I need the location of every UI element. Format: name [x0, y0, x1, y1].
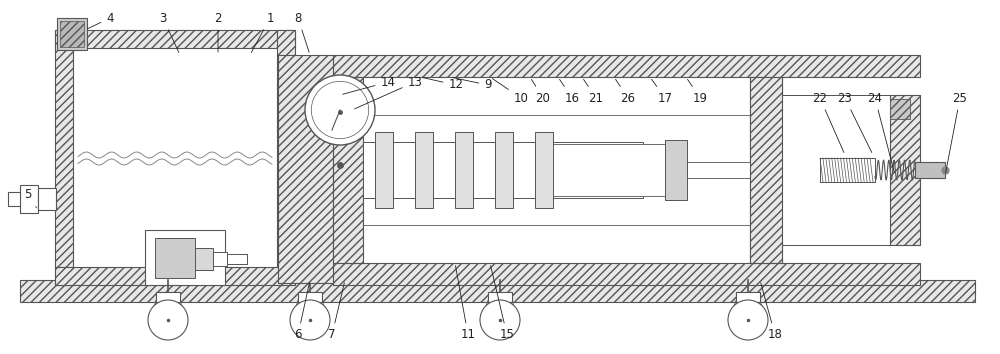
Text: 23: 23 — [838, 91, 872, 153]
Text: 25: 25 — [946, 91, 967, 173]
Bar — [665, 140, 687, 200]
Bar — [156, 292, 180, 302]
Bar — [535, 132, 553, 208]
Text: 7: 7 — [328, 283, 344, 342]
Circle shape — [728, 300, 768, 340]
Bar — [298, 292, 322, 302]
Bar — [155, 238, 195, 278]
Bar — [145, 230, 225, 285]
Text: 6: 6 — [294, 283, 309, 342]
Bar — [375, 132, 393, 208]
Bar — [73, 48, 277, 267]
Circle shape — [480, 300, 520, 340]
Bar — [890, 95, 920, 245]
Bar — [488, 292, 512, 302]
Text: 9: 9 — [453, 78, 492, 91]
Bar — [55, 267, 295, 285]
Circle shape — [290, 300, 330, 340]
Text: 20: 20 — [531, 79, 550, 104]
Bar — [820, 158, 875, 182]
Bar — [60, 21, 84, 47]
Bar — [495, 132, 513, 208]
Text: 5: 5 — [24, 188, 36, 208]
Bar — [333, 263, 920, 285]
Text: 10: 10 — [492, 79, 528, 104]
Text: 11: 11 — [455, 266, 476, 342]
Text: 21: 21 — [584, 79, 604, 104]
Bar — [415, 132, 433, 208]
Text: 14: 14 — [343, 75, 396, 94]
Bar — [750, 77, 782, 263]
Bar — [890, 99, 910, 119]
Bar — [38, 188, 56, 210]
Text: 19: 19 — [688, 79, 708, 104]
Bar — [195, 248, 213, 270]
Bar — [333, 77, 920, 263]
Text: 16: 16 — [560, 79, 580, 104]
Bar — [333, 77, 363, 263]
Bar — [915, 162, 945, 178]
Text: 24: 24 — [868, 91, 894, 172]
Text: 15: 15 — [491, 266, 514, 342]
Bar — [736, 292, 760, 302]
Text: 1: 1 — [251, 11, 274, 52]
Text: 17: 17 — [652, 79, 672, 104]
Bar — [535, 144, 665, 196]
Text: 13: 13 — [355, 75, 422, 109]
Bar — [55, 30, 73, 285]
Text: 26: 26 — [616, 79, 636, 104]
Text: 12: 12 — [423, 78, 464, 91]
Bar — [55, 30, 295, 48]
Text: 3: 3 — [159, 11, 179, 52]
Circle shape — [311, 81, 369, 139]
Text: 18: 18 — [761, 283, 782, 342]
Bar — [277, 30, 295, 285]
Text: 22: 22 — [812, 91, 844, 153]
Bar — [333, 55, 920, 77]
Bar — [213, 252, 227, 266]
Bar — [782, 95, 920, 245]
Bar — [687, 162, 752, 178]
Text: 4: 4 — [88, 11, 114, 29]
Bar — [227, 254, 247, 264]
Text: 8: 8 — [294, 11, 309, 52]
Bar — [363, 142, 643, 198]
Bar — [890, 99, 910, 119]
Bar — [8, 192, 20, 206]
Bar — [278, 55, 333, 283]
Bar — [20, 185, 38, 213]
Bar — [57, 18, 87, 50]
Bar — [455, 132, 473, 208]
Text: 2: 2 — [214, 11, 222, 52]
Circle shape — [305, 75, 375, 145]
Bar — [20, 280, 975, 302]
Circle shape — [148, 300, 188, 340]
